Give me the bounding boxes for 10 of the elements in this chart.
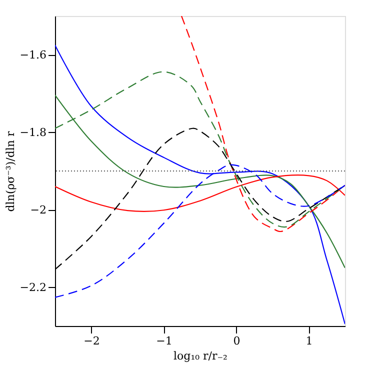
y-tick-label: −1.8: [20, 126, 46, 139]
y-tick-label: −2.2: [20, 280, 46, 294]
x-tick-label: −1: [156, 334, 172, 348]
x-tick-label: 0: [233, 334, 240, 348]
y-tick-label: −1.6: [20, 48, 46, 62]
x-tick-label: 1: [306, 334, 313, 348]
y-axis-title: dln(ρσ⁻³)/dln r: [4, 130, 17, 212]
x-tick-label: −2: [84, 334, 100, 348]
x-axis-title: log₁₀ r/r₋₂: [174, 350, 228, 362]
y-tick-label: −2: [30, 203, 46, 216]
